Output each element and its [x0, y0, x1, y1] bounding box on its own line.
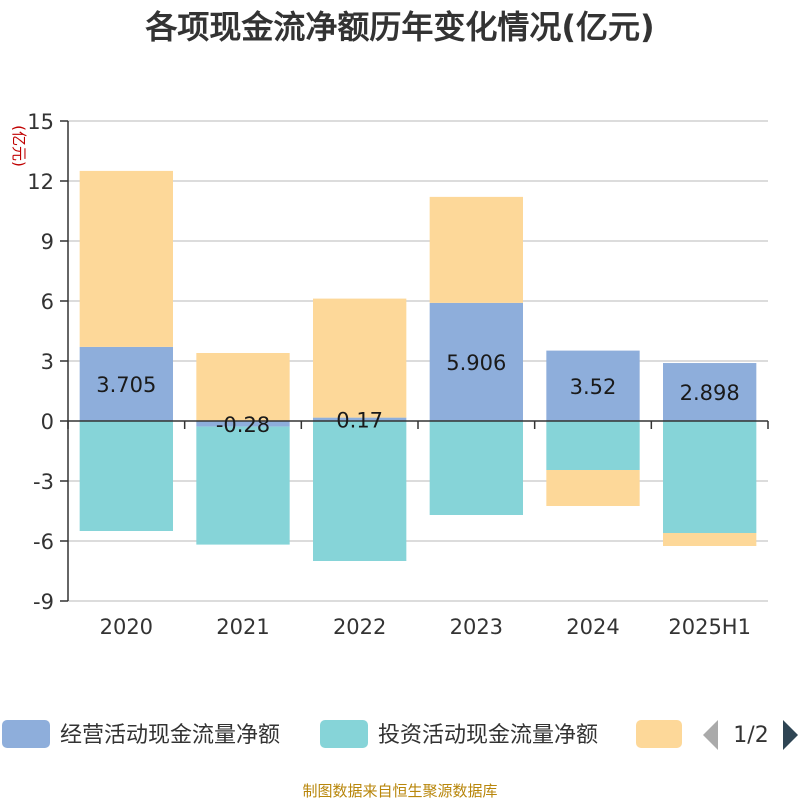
legend-swatch-investing[interactable] — [320, 720, 368, 748]
data-label-2025H1: 2.898 — [680, 381, 740, 405]
bar-series1-2025H1 — [663, 421, 757, 533]
legend-swatch-financing[interactable] — [636, 720, 682, 748]
x-tick-label: 2025H1 — [668, 615, 751, 639]
legend-label-operating[interactable]: 经营活动现金流量净额 — [60, 723, 280, 748]
data-label-2020: 3.705 — [96, 373, 156, 397]
bar-series1-2021 — [196, 426, 290, 545]
y-tick-label: 6 — [41, 290, 54, 314]
bar-series1-2022 — [313, 421, 407, 561]
y-tick-label: 15 — [27, 110, 54, 134]
bar-series1-2024 — [546, 421, 640, 470]
source-note: 制图数据来自恒生聚源数据库 — [302, 782, 497, 800]
x-tick-label: 2021 — [216, 615, 269, 639]
y-axis-label: (亿元) — [10, 125, 28, 167]
bar-series2-2020 — [79, 170, 173, 347]
legend-label-investing[interactable]: 投资活动现金流量净额 — [378, 723, 598, 748]
bar-series0-2022 — [313, 417, 407, 421]
legend-page-indicator: 1/2 — [733, 723, 768, 748]
y-tick-label: 9 — [41, 230, 54, 254]
y-tick-label: -6 — [33, 530, 54, 554]
bar-series0-2020 — [79, 346, 173, 421]
x-tick-label: 2024 — [566, 615, 619, 639]
data-label-2023: 5.906 — [446, 351, 506, 375]
bar-series2-2023 — [429, 196, 523, 303]
bar-series0-2023 — [429, 302, 523, 421]
data-label-2021: -0.28 — [216, 413, 270, 437]
data-labels: 3.705 -0.28 0.17 5.906 3.52 2.898 — [96, 351, 739, 437]
y-tick-label: -9 — [33, 590, 54, 614]
legend-prev-page-icon[interactable] — [703, 720, 718, 750]
data-label-2024: 3.52 — [570, 375, 617, 399]
legend-swatch-operating[interactable] — [2, 720, 50, 748]
grid-lines — [68, 120, 768, 602]
y-tick-label: -3 — [33, 470, 54, 494]
bar-series0-2024 — [546, 350, 640, 421]
x-tick-labels: 2020 2021 2022 2023 2024 2025H1 — [100, 615, 751, 639]
y-tick-labels: 15 12 9 6 3 0 -3 -6 -9 — [27, 110, 68, 614]
y-tick-label: 12 — [27, 170, 54, 194]
y-tick-label: 3 — [41, 350, 54, 374]
y-tick-label: 0 — [41, 410, 54, 434]
legend-next-page-icon[interactable] — [783, 720, 798, 750]
bar-series0-2021 — [196, 421, 290, 427]
bars — [79, 170, 757, 561]
bar-series1-2020 — [79, 421, 173, 531]
x-tick-label: 2023 — [450, 615, 503, 639]
x-tick-label: 2020 — [100, 615, 153, 639]
chart-title: 各项现金流净额历年变化情况(亿元) — [145, 8, 654, 46]
bar-series2-2024 — [546, 470, 640, 506]
bar-series2-2022 — [313, 298, 407, 418]
bar-series2-2025H1 — [663, 533, 757, 546]
legend: 经营活动现金流量净额 投资活动现金流量净额 1/2 — [2, 720, 798, 750]
bar-series1-2023 — [429, 421, 523, 515]
bar-series0-2025H1 — [663, 363, 757, 421]
x-tick-label: 2022 — [333, 615, 386, 639]
data-label-2022: 0.17 — [336, 408, 383, 432]
bar-series2-2021 — [196, 353, 290, 421]
